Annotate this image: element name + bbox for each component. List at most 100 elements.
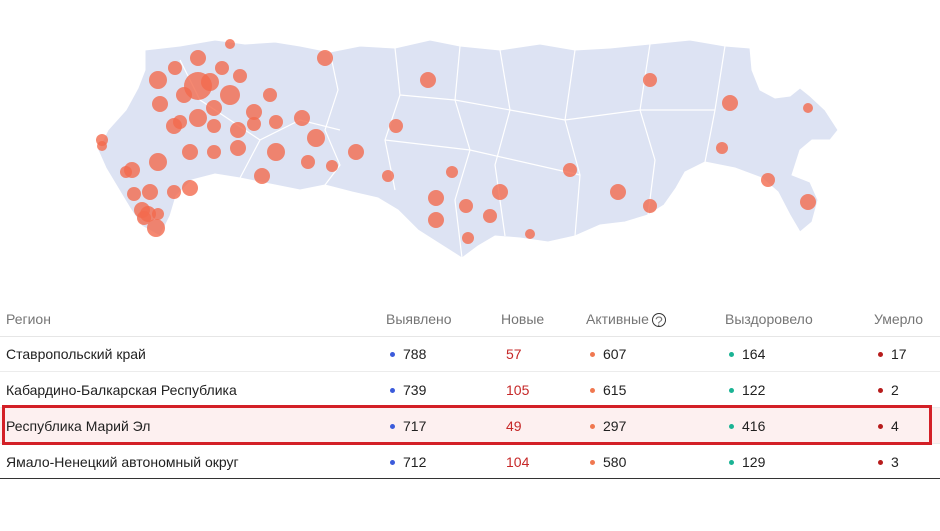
case-bubble[interactable] bbox=[428, 212, 444, 228]
case-bubble[interactable] bbox=[152, 208, 164, 220]
header-recovered[interactable]: Выздоровело bbox=[725, 311, 813, 327]
case-bubble[interactable] bbox=[267, 143, 285, 161]
recovered-dot-icon bbox=[729, 388, 734, 393]
case-bubble[interactable] bbox=[525, 229, 535, 239]
case-bubble[interactable] bbox=[206, 100, 222, 116]
case-bubble[interactable] bbox=[254, 168, 270, 184]
case-bubble[interactable] bbox=[326, 160, 338, 172]
case-bubble[interactable] bbox=[246, 104, 262, 120]
recovered-dot-icon bbox=[729, 424, 734, 429]
case-bubble[interactable] bbox=[263, 88, 277, 102]
case-bubble[interactable] bbox=[182, 144, 198, 160]
case-bubble[interactable] bbox=[563, 163, 577, 177]
case-bubble[interactable] bbox=[190, 50, 206, 66]
case-bubble[interactable] bbox=[492, 184, 508, 200]
case-bubble[interactable] bbox=[168, 61, 182, 75]
question-circle-icon[interactable]: ? bbox=[651, 313, 666, 328]
case-bubble[interactable] bbox=[389, 119, 403, 133]
case-bubble[interactable] bbox=[182, 180, 198, 196]
case-bubble[interactable] bbox=[382, 170, 394, 182]
header-active-wrap[interactable]: Активные? bbox=[586, 311, 666, 328]
table-row[interactable]: Ямало-Ненецкий автономный округ 712 104 … bbox=[0, 444, 940, 479]
case-bubbles bbox=[96, 39, 816, 244]
case-bubble[interactable] bbox=[761, 173, 775, 187]
recovered-dot-icon bbox=[729, 352, 734, 357]
case-bubble[interactable] bbox=[230, 122, 246, 138]
case-bubble[interactable] bbox=[803, 103, 813, 113]
confirmed-value: 717 bbox=[403, 418, 427, 434]
case-bubble[interactable] bbox=[348, 144, 364, 160]
region-name: Ставропольский край bbox=[6, 346, 146, 362]
case-bubble[interactable] bbox=[716, 142, 728, 154]
deaths-value: 17 bbox=[891, 346, 907, 362]
deaths-value: 4 bbox=[891, 418, 899, 434]
active-dot-icon bbox=[590, 424, 595, 429]
header-confirmed[interactable]: Выявлено bbox=[386, 311, 452, 327]
case-bubble[interactable] bbox=[167, 185, 181, 199]
case-bubble[interactable] bbox=[420, 72, 436, 88]
deaths-dot-icon bbox=[878, 388, 883, 393]
case-bubble[interactable] bbox=[610, 184, 626, 200]
case-bubble[interactable] bbox=[166, 118, 182, 134]
header-new[interactable]: Новые bbox=[501, 311, 545, 327]
case-bubble[interactable] bbox=[269, 115, 283, 129]
case-bubble[interactable] bbox=[722, 95, 738, 111]
case-bubble[interactable] bbox=[120, 166, 132, 178]
case-bubble[interactable] bbox=[149, 153, 167, 171]
case-bubble[interactable] bbox=[294, 110, 310, 126]
recovered-value: 122 bbox=[742, 382, 766, 398]
case-bubble[interactable] bbox=[483, 209, 497, 223]
case-bubble[interactable] bbox=[220, 85, 240, 105]
highlight-frame bbox=[2, 405, 932, 445]
table-header: Регион Выявлено Новые Активные? Выздоров… bbox=[0, 300, 940, 337]
confirmed-value: 739 bbox=[403, 382, 427, 398]
confirmed-dot-icon bbox=[390, 388, 395, 393]
case-bubble[interactable] bbox=[247, 117, 261, 131]
case-bubble[interactable] bbox=[215, 61, 229, 75]
active-value: 297 bbox=[603, 418, 627, 434]
case-bubble[interactable] bbox=[225, 39, 235, 49]
case-bubble[interactable] bbox=[301, 155, 315, 169]
new-value: 105 bbox=[506, 382, 530, 398]
confirmed-value: 788 bbox=[403, 346, 427, 362]
case-bubble[interactable] bbox=[142, 184, 158, 200]
table-row[interactable]: Ставропольский край 788 57 607 164 17 bbox=[0, 336, 940, 372]
new-value: 49 bbox=[506, 418, 522, 434]
case-bubble[interactable] bbox=[307, 129, 325, 147]
case-bubble[interactable] bbox=[147, 219, 165, 237]
case-bubble[interactable] bbox=[207, 145, 221, 159]
case-bubble[interactable] bbox=[189, 109, 207, 127]
case-bubble[interactable] bbox=[137, 211, 151, 225]
region-name: Республика Марий Эл bbox=[6, 418, 151, 434]
header-region[interactable]: Регион bbox=[6, 311, 51, 327]
deaths-dot-icon bbox=[878, 424, 883, 429]
recovered-value: 129 bbox=[742, 454, 766, 470]
case-bubble[interactable] bbox=[317, 50, 333, 66]
russia-cases-map bbox=[96, 39, 839, 259]
case-bubble[interactable] bbox=[462, 232, 474, 244]
new-value: 104 bbox=[506, 454, 530, 470]
case-bubble[interactable] bbox=[230, 140, 246, 156]
case-bubble[interactable] bbox=[201, 73, 219, 91]
header-deaths[interactable]: Умерло bbox=[874, 311, 924, 327]
case-bubble[interactable] bbox=[152, 96, 168, 112]
case-bubble[interactable] bbox=[207, 119, 221, 133]
case-bubble[interactable] bbox=[97, 141, 107, 151]
case-bubble[interactable] bbox=[446, 166, 458, 178]
table-row-highlighted[interactable]: Республика Марий Эл 717 49 297 416 4 bbox=[0, 408, 940, 444]
case-bubble[interactable] bbox=[459, 199, 473, 213]
case-bubble[interactable] bbox=[127, 187, 141, 201]
case-bubble[interactable] bbox=[428, 190, 444, 206]
table-row[interactable]: Кабардино-Балкарская Республика 739 105 … bbox=[0, 372, 940, 408]
active-value: 615 bbox=[603, 382, 627, 398]
confirmed-value: 712 bbox=[403, 454, 427, 470]
deaths-value: 3 bbox=[891, 454, 899, 470]
active-dot-icon bbox=[590, 460, 595, 465]
case-bubble[interactable] bbox=[233, 69, 247, 83]
case-bubble[interactable] bbox=[643, 73, 657, 87]
case-bubble[interactable] bbox=[176, 87, 192, 103]
header-active: Активные bbox=[586, 311, 649, 327]
case-bubble[interactable] bbox=[149, 71, 167, 89]
case-bubble[interactable] bbox=[800, 194, 816, 210]
case-bubble[interactable] bbox=[643, 199, 657, 213]
